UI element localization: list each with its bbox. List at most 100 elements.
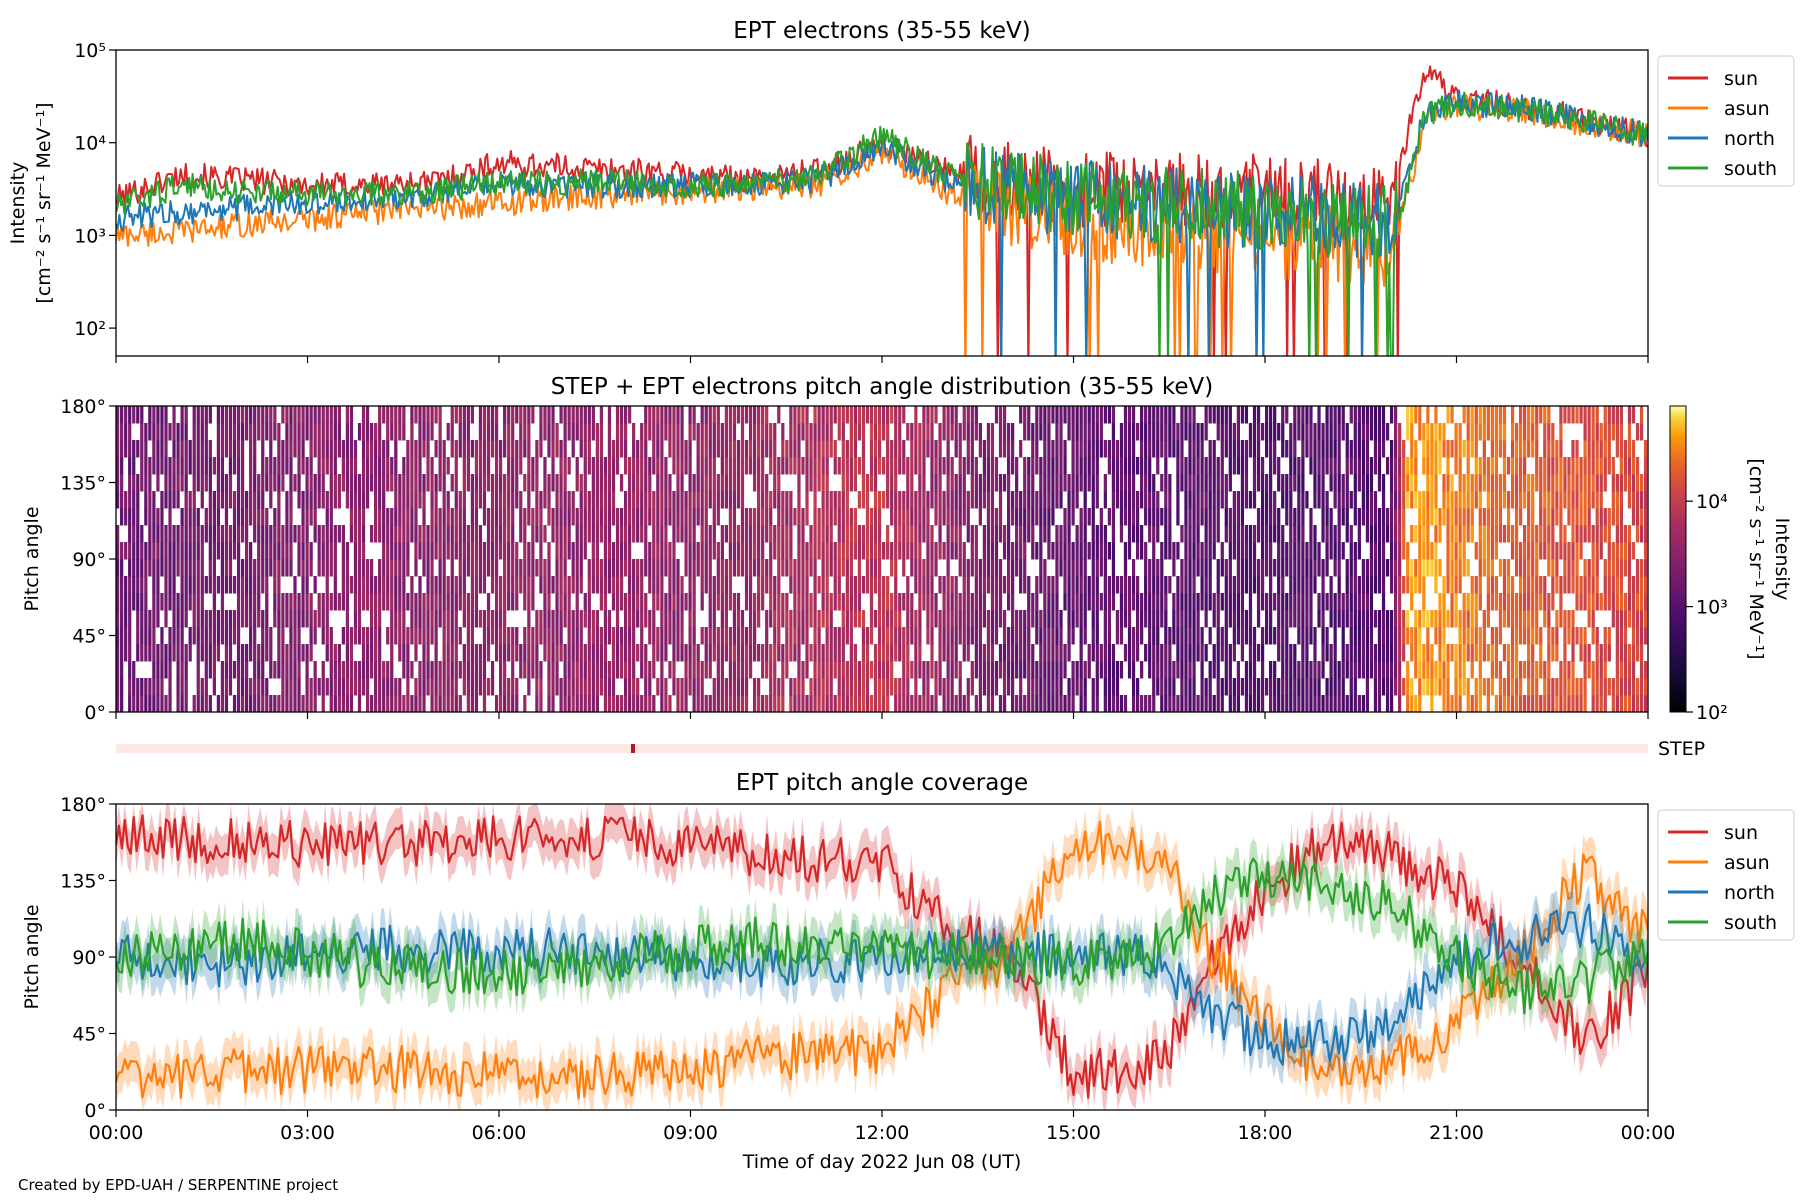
pad-cell [1369, 627, 1374, 645]
pad-cell [1031, 423, 1035, 441]
pad-cell [708, 593, 712, 611]
pad-cell [732, 406, 737, 424]
pad-cell [748, 406, 753, 424]
pad-cell [1244, 627, 1249, 645]
pad-cell [1321, 695, 1325, 712]
pad-cell [765, 423, 769, 441]
pad-cell [1297, 678, 1301, 696]
pad-cell [402, 593, 406, 611]
pad-cell [394, 576, 398, 594]
pad-cell [926, 661, 930, 679]
pad-cell [1228, 457, 1232, 475]
pad-cell [120, 678, 124, 696]
pad-cell [293, 576, 297, 594]
pad-cell [301, 491, 305, 509]
pad-cell [285, 491, 289, 509]
pad-cell [337, 678, 341, 696]
pad-cell [728, 576, 733, 594]
pad-cell [1353, 406, 1357, 424]
pad-cell [1329, 542, 1333, 560]
pad-cell [587, 559, 591, 577]
pad-cell [144, 457, 148, 475]
pad-cell [1002, 542, 1007, 560]
pad-cell [732, 695, 737, 712]
pad-cell [442, 610, 446, 628]
pad-cell [329, 423, 333, 441]
pad-cell [1027, 474, 1031, 492]
pad-cell [144, 576, 148, 594]
pad-cell [1172, 423, 1176, 441]
pad-cell [1063, 457, 1067, 475]
pad-cell [1152, 695, 1156, 712]
pad-cell [490, 508, 495, 526]
pad-cell [841, 440, 845, 458]
pad-cell [511, 406, 515, 424]
pad-cell [615, 627, 620, 645]
pad-cell [841, 661, 845, 679]
pad-cell [736, 610, 741, 628]
pad-cell [1055, 610, 1059, 628]
pad-cell [1389, 627, 1394, 645]
pad-cell [1353, 423, 1357, 441]
pad-cell [607, 457, 612, 475]
pad-cell [1289, 610, 1293, 628]
pad-cell [168, 661, 172, 679]
pad-cell [567, 542, 571, 560]
pad-cell [515, 695, 519, 712]
pad-cell [1027, 491, 1031, 509]
pad-cell [829, 559, 833, 577]
pad-cell [954, 542, 958, 560]
pad-cell [857, 406, 862, 424]
pad-cell [684, 593, 688, 611]
pad-cell [894, 423, 898, 441]
pad-cell [1127, 508, 1132, 526]
pad-cell [289, 593, 293, 611]
pad-cell [1430, 542, 1434, 560]
pad-cell [805, 610, 809, 628]
pad-cell [990, 559, 995, 577]
pad-cell [1059, 695, 1063, 712]
pad-cell [1067, 678, 1071, 696]
pad-cell [720, 576, 724, 594]
pad-cell [124, 508, 128, 526]
pad-cell [253, 474, 257, 492]
pad-cell [877, 525, 882, 543]
pad-cell [603, 542, 608, 560]
pad-cell [1127, 542, 1132, 560]
pad-cell [511, 457, 515, 475]
pad-cell [188, 627, 192, 645]
pad-cell [567, 508, 571, 526]
pad-cell [269, 440, 273, 458]
pad-cell [1402, 678, 1406, 696]
pad-cell [164, 610, 168, 628]
pad-cell [841, 695, 845, 712]
pad-cell [1313, 525, 1317, 543]
pad-cell [986, 474, 991, 492]
pad-cell [240, 661, 245, 679]
pad-cell [994, 508, 999, 526]
pad-cell [1442, 474, 1446, 492]
pad-cell [236, 576, 241, 594]
pad-cell [511, 644, 515, 662]
pad-cell [821, 423, 825, 441]
pad-cell [450, 423, 454, 441]
pad-cell [611, 474, 616, 492]
pad-cell [144, 610, 148, 628]
pad-cell [1099, 508, 1103, 526]
pad-cell [1244, 525, 1249, 543]
pad-cell [902, 559, 906, 577]
pad-cell [1446, 559, 1450, 577]
pad-cell [837, 644, 841, 662]
pad-cell [781, 491, 785, 509]
pad-cell [124, 576, 128, 594]
pad-cell [890, 508, 894, 526]
pad-cell [390, 678, 394, 696]
pad-cell [289, 525, 293, 543]
pad-cell [744, 644, 749, 662]
pad-cell [341, 661, 345, 679]
pad-cell [406, 559, 410, 577]
pad-cell [748, 508, 753, 526]
pad-cell [720, 644, 724, 662]
pad-cell [329, 491, 333, 509]
pad-cell [1031, 610, 1035, 628]
